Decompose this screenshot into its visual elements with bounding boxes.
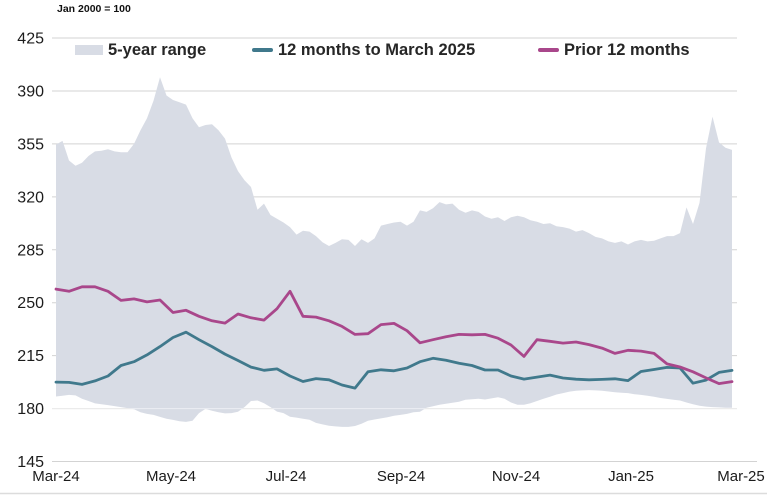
legend-item-12-months: 12 months to March 2025: [252, 38, 475, 62]
y-tick-label: 250: [17, 295, 44, 312]
y-tick-label: 390: [17, 83, 44, 100]
series-line-1: [54, 285, 734, 386]
x-tick-label: Jul-24: [266, 468, 307, 485]
prior-12-months-swatch-icon: [538, 48, 559, 52]
x-tick-label: Jan-25: [608, 468, 654, 485]
series-line-0: [54, 330, 734, 390]
legend-label: 5-year range: [108, 40, 207, 59]
legend-label: Prior 12 months: [564, 40, 690, 59]
x-tick-label: Nov-24: [492, 468, 540, 485]
legend-label: 12 months to March 2025: [278, 40, 476, 59]
y-tick-label: 285: [17, 242, 44, 259]
y-tick-label: 320: [17, 189, 44, 206]
y-tick-label: 355: [17, 136, 44, 153]
x-tick-label: Mar-25: [717, 468, 765, 485]
chart-legend: 5-year range 12 months to March 2025 Pri…: [0, 38, 767, 62]
y-tick-label: 425: [17, 31, 44, 48]
y-tick-label: 145: [17, 454, 44, 471]
five-year-range-swatch-icon: [75, 45, 103, 55]
index-base-note: Jan 2000 = 100: [57, 3, 131, 15]
legend-item-prior-12-months: Prior 12 months: [538, 38, 690, 62]
legend-item-5-year-range: 5-year range: [75, 38, 206, 62]
x-tick-label: May-24: [146, 468, 196, 485]
y-tick-label: 215: [17, 348, 44, 365]
current-12-months-swatch-icon: [252, 48, 273, 52]
x-tick-label: Mar-24: [32, 468, 80, 485]
x-tick-label: Sep-24: [377, 468, 425, 485]
y-tick-label: 180: [17, 401, 44, 418]
five-year-range-band: [56, 77, 732, 427]
